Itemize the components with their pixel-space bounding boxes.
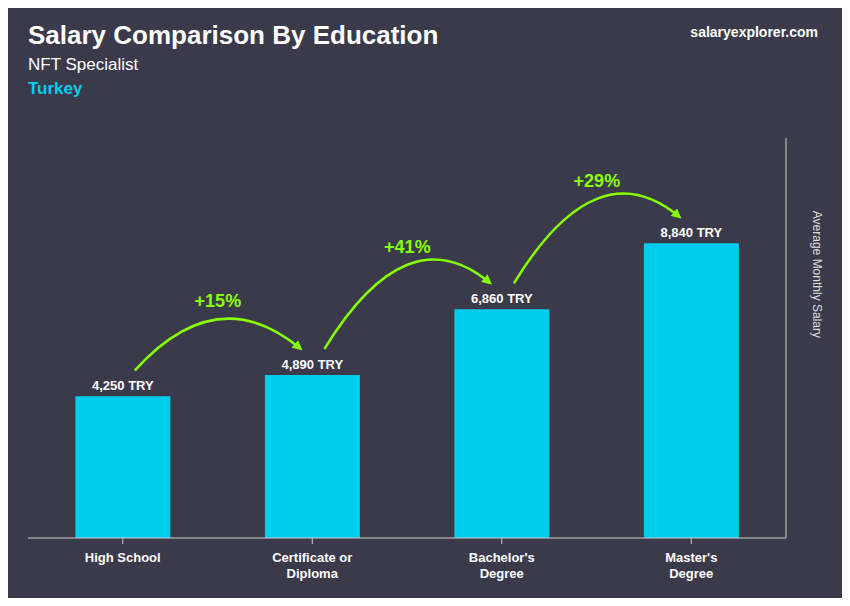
svg-text:+15%: +15% (195, 291, 242, 311)
svg-text:Average Monthly Salary: Average Monthly Salary (810, 211, 824, 338)
svg-text:4,890 TRY: 4,890 TRY (282, 357, 344, 372)
html-text:NFT Specialist: NFT Specialist (28, 55, 139, 74)
svg-text:8,840 TRY: 8,840 TRY (661, 225, 723, 240)
svg-text:Bachelor'sDegree: Bachelor'sDegree (469, 550, 535, 581)
svg-text:+41%: +41% (384, 237, 431, 257)
svg-text:6,860 TRY: 6,860 TRY (471, 291, 533, 306)
svg-text:4,250 TRY: 4,250 TRY (92, 378, 154, 393)
html-text:Turkey: Turkey (28, 79, 83, 98)
html-text:Salary Comparison By Education: Salary Comparison By Education (28, 20, 439, 50)
html-text:salaryexplorer.com: salaryexplorer.com (690, 24, 818, 40)
svg-text:High School: High School (85, 550, 161, 565)
svg-text:Certificate orDiploma: Certificate orDiploma (272, 550, 352, 581)
svg-text:Master'sDegree: Master'sDegree (665, 550, 717, 581)
svg-text:+29%: +29% (574, 171, 621, 191)
